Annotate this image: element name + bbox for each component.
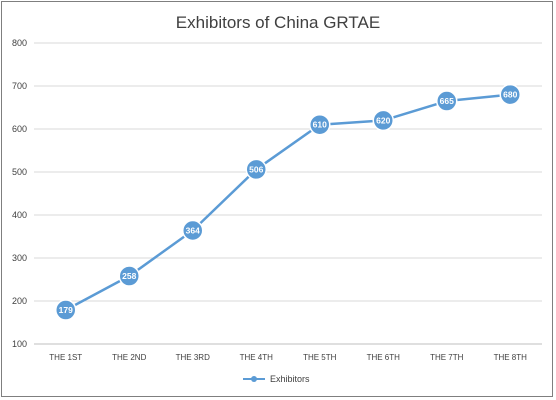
y-tick-label: 400 xyxy=(12,210,27,220)
y-tick-label: 600 xyxy=(12,124,27,134)
x-tick-label: THE 8TH xyxy=(494,353,528,362)
data-label: 665 xyxy=(440,96,454,106)
axis-labels: 100 200 300 400 500 600 700 800 THE 1ST THE 2ND TH… xyxy=(12,38,527,362)
series-exhibitors: 179 258 364 506 610 620 665 680 xyxy=(55,83,521,321)
x-tick-label: THE 6TH xyxy=(367,353,401,362)
gridlines xyxy=(34,42,542,345)
data-point xyxy=(245,158,267,181)
series-line xyxy=(65,93,511,312)
x-tick-label: THE 7TH xyxy=(430,353,464,362)
data-point xyxy=(182,219,204,242)
chart-title: Exhibitors of China GRTAE xyxy=(176,13,380,32)
legend: Exhibitors xyxy=(243,374,310,384)
data-point xyxy=(499,83,521,106)
y-tick-label: 300 xyxy=(12,253,27,263)
y-tick-label: 200 xyxy=(12,296,27,306)
data-label: 506 xyxy=(249,164,263,174)
y-tick-label: 500 xyxy=(12,167,27,177)
x-tick-label: THE 5TH xyxy=(303,353,337,362)
y-tick-label: 700 xyxy=(12,81,27,91)
x-tick-label: THE 4TH xyxy=(240,353,274,362)
x-tick-label: THE 3RD xyxy=(176,353,210,362)
data-point xyxy=(309,113,331,136)
data-label: 620 xyxy=(376,115,390,125)
y-tick-label: 100 xyxy=(12,339,27,349)
data-point xyxy=(118,265,140,287)
data-point xyxy=(372,109,394,132)
data-label: 258 xyxy=(122,271,136,281)
data-point xyxy=(55,299,77,321)
legend-marker-exhibitors xyxy=(251,376,257,382)
data-label: 364 xyxy=(186,225,200,235)
x-tick-label: THE 1ST xyxy=(49,353,82,362)
x-tick-label: THE 2ND xyxy=(112,353,146,362)
data-label: 610 xyxy=(313,120,327,130)
data-label: 680 xyxy=(503,90,517,100)
legend-label-exhibitors: Exhibitors xyxy=(270,374,310,384)
y-tick-label: 800 xyxy=(12,38,27,48)
data-point xyxy=(436,90,458,112)
data-label: 179 xyxy=(59,305,73,315)
